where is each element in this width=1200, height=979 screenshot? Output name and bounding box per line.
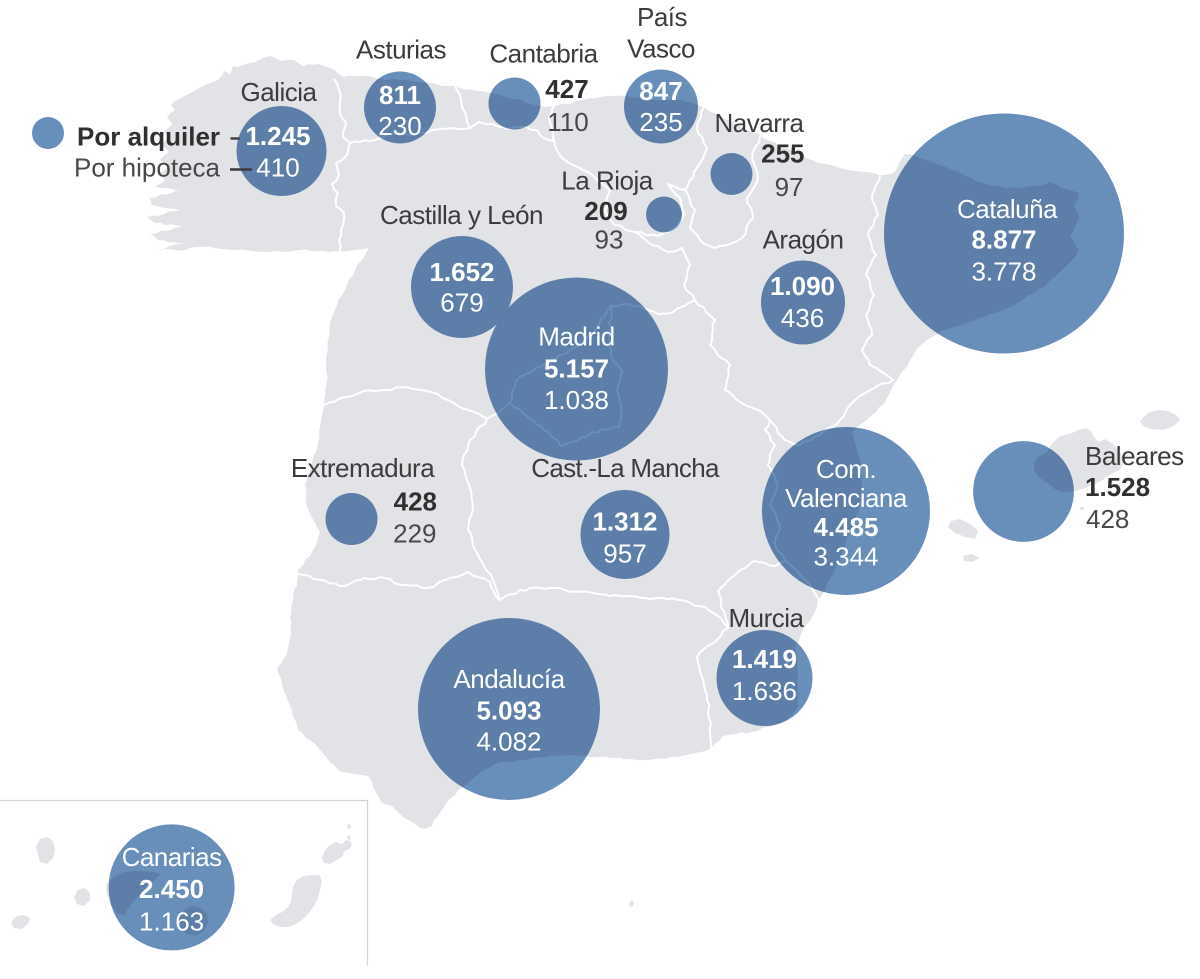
svg-text:8.877: 8.877 <box>971 224 1036 254</box>
svg-text:1.312: 1.312 <box>592 507 657 537</box>
svg-text:Aragón: Aragón <box>763 225 844 255</box>
svg-text:Cataluña: Cataluña <box>957 194 1058 224</box>
svg-text:Extremadura: Extremadura <box>291 453 435 483</box>
svg-text:Por hipoteca: Por hipoteca <box>74 152 221 182</box>
svg-text:La Rioja: La Rioja <box>561 165 653 195</box>
svg-text:410: 410 <box>256 153 299 183</box>
svg-text:255: 255 <box>761 139 804 169</box>
svg-text:679: 679 <box>440 288 483 318</box>
svg-text:235: 235 <box>639 107 682 137</box>
svg-text:Vasco: Vasco <box>627 34 695 64</box>
svg-text:428: 428 <box>394 487 437 517</box>
svg-text:Madrid: Madrid <box>538 322 614 352</box>
svg-text:Com.: Com. <box>816 454 876 484</box>
svg-text:229: 229 <box>393 519 436 549</box>
svg-text:Murcia: Murcia <box>728 603 804 633</box>
svg-text:3.778: 3.778 <box>971 257 1036 287</box>
svg-text:4.082: 4.082 <box>476 727 541 757</box>
svg-text:Galicia: Galicia <box>241 77 318 107</box>
svg-text:427: 427 <box>545 74 588 104</box>
svg-text:País: País <box>637 2 688 32</box>
svg-text:1.419: 1.419 <box>732 644 797 674</box>
svg-text:1.528: 1.528 <box>1085 472 1150 502</box>
svg-text:1.636: 1.636 <box>732 676 797 706</box>
svg-text:1.038: 1.038 <box>544 385 609 415</box>
svg-text:Por alquiler: Por alquiler <box>77 122 220 152</box>
svg-text:Baleares: Baleares <box>1085 441 1184 471</box>
svg-text:Andalucía: Andalucía <box>453 664 565 694</box>
svg-text:Asturias: Asturias <box>356 35 446 65</box>
svg-text:436: 436 <box>781 303 824 333</box>
svg-text:110: 110 <box>547 107 588 137</box>
svg-text:428: 428 <box>1086 504 1129 534</box>
svg-text:957: 957 <box>603 539 646 569</box>
svg-text:3.344: 3.344 <box>813 542 878 572</box>
svg-text:5.157: 5.157 <box>544 353 609 383</box>
svg-text:Canarias: Canarias <box>122 842 223 872</box>
svg-text:Castilla y León: Castilla y León <box>380 200 543 230</box>
svg-text:Navarra: Navarra <box>715 108 805 138</box>
svg-text:1.163: 1.163 <box>139 906 204 936</box>
svg-text:Cast.-La Mancha: Cast.-La Mancha <box>531 453 720 483</box>
svg-text:97: 97 <box>775 172 804 202</box>
svg-text:1.090: 1.090 <box>770 271 835 301</box>
svg-text:93: 93 <box>595 225 624 255</box>
svg-text:Valenciana: Valenciana <box>785 483 908 513</box>
svg-text:4.485: 4.485 <box>813 512 878 542</box>
svg-text:209: 209 <box>584 196 627 226</box>
svg-text:230: 230 <box>378 111 421 141</box>
svg-text:Cantabria: Cantabria <box>489 39 598 69</box>
svg-text:847: 847 <box>639 76 682 106</box>
svg-text:1.652: 1.652 <box>429 257 494 287</box>
svg-text:1.245: 1.245 <box>245 121 310 151</box>
svg-text:811: 811 <box>379 80 421 110</box>
svg-text:5.093: 5.093 <box>476 695 541 725</box>
svg-text:2.450: 2.450 <box>139 874 204 904</box>
